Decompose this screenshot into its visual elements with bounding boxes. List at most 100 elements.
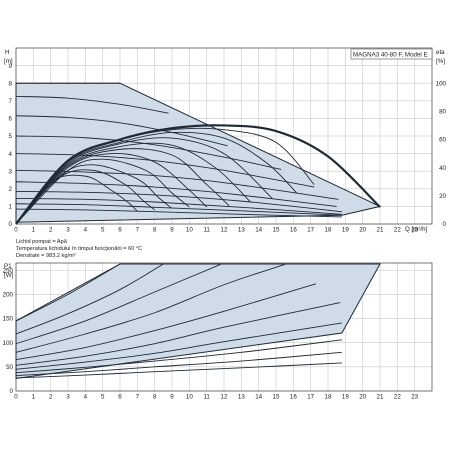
x-tick-label: 10	[186, 394, 193, 401]
power-curve	[15, 283, 316, 361]
x-tick-label: 8	[153, 394, 157, 401]
x-tick-label: 2	[49, 394, 53, 401]
power-curve	[15, 264, 285, 353]
power-curve	[15, 362, 342, 379]
x-tick-label: 12	[221, 394, 228, 401]
head-curve	[15, 135, 282, 170]
efficiency-curve	[15, 169, 155, 225]
head-curve	[15, 203, 342, 216]
efficiency-curve	[15, 131, 298, 225]
y-tick-label: 40	[439, 165, 446, 172]
x-tick-label: 5	[101, 394, 105, 401]
y-tick-label: 3	[9, 168, 13, 175]
x-tick-label: 6	[118, 227, 122, 234]
x-tick-label: 17	[307, 394, 314, 401]
head-axis-unit: [m]	[4, 58, 13, 65]
y-tick-label: 20	[439, 193, 446, 200]
x-tick-label: 16	[290, 227, 297, 234]
x-tick-label: 10	[186, 227, 193, 234]
power-operating-range	[15, 263, 381, 380]
x-tick-label: 23	[411, 394, 418, 401]
head-axis-label: H	[5, 49, 9, 56]
efficiency-curves	[15, 124, 381, 225]
x-tick-label: 15	[273, 394, 280, 401]
efficiency-curve	[15, 174, 138, 225]
flow-tick-labels: 0 1 2 3 4 5 6 7 8 9 10 11 12 13 14 15 16 17 18 19 20 21 22 23	[14, 227, 418, 234]
x-tick-label: 6	[118, 394, 122, 401]
title-box	[350, 48, 433, 60]
power-curves	[15, 263, 342, 379]
power-curve	[15, 263, 164, 335]
efficiency-curve	[15, 127, 315, 225]
x-tick-label: 5	[101, 227, 105, 234]
x-tick-label: 20	[359, 394, 366, 401]
efficiency-curve	[15, 152, 207, 225]
x-tick-label: 21	[377, 394, 384, 401]
efficiency-curve	[15, 148, 230, 225]
fluid-info-line-3: Densitate = 983.2 kg/m³	[16, 253, 76, 259]
x-tick-label: 7	[136, 227, 140, 234]
power-flow-chart: 0 1 2 3 4 5 6 7 8 9 10 11 12 13 14 15 16 17 18 19 20 21 22 23 0…	[3, 262, 433, 401]
head-curve	[15, 153, 315, 188]
y-tick-label: 0	[9, 221, 13, 228]
y-tick-label: 0	[10, 388, 14, 395]
y-tick-label: 4	[9, 151, 13, 158]
head-flow-chart: 0 1 2 3 4 5 6 7 8 9 10 11 12 13 14 15 16 17 18 19 20 21 22 23 0…	[4, 47, 447, 234]
x-tick-label: 3	[66, 227, 70, 234]
x-tick-label: 9	[170, 227, 174, 234]
x-tick-label: 21	[377, 227, 384, 234]
flow-axis-label: Q [m³/h]	[405, 226, 428, 233]
x-tick-label: 7	[136, 394, 140, 401]
y-tick-label: 50	[6, 364, 13, 371]
x-tick-label: 11	[203, 394, 210, 401]
efficiency-curve	[15, 137, 273, 225]
x-tick-label: 20	[359, 227, 366, 234]
head-curve	[15, 95, 169, 114]
power-axis-label: P1	[4, 263, 12, 270]
power-curve	[15, 339, 342, 374]
y-tick-label: 5	[9, 133, 13, 140]
x-tick-label: 14	[255, 394, 262, 401]
x-tick-label: 0	[14, 394, 18, 401]
power-curve	[15, 263, 121, 322]
x-tick-label: 19	[342, 394, 349, 401]
x-tick-label: 18	[325, 227, 332, 234]
efficiency-tick-labels: 0 20 40 60 80 100	[436, 80, 447, 228]
head-curve	[15, 115, 228, 147]
x-tick-label: 1	[32, 227, 36, 234]
y-tick-label: 1	[9, 204, 13, 211]
y-tick-label: 250	[3, 267, 14, 274]
head-operating-range	[15, 82, 382, 223]
x-tick-label: 4	[84, 227, 88, 234]
y-tick-label: 150	[3, 316, 14, 323]
head-curve	[15, 190, 342, 213]
x-tick-label: 13	[238, 394, 245, 401]
x-tick-label: 12	[221, 227, 228, 234]
x-tick-label: 13	[238, 227, 245, 234]
power-axis-unit: [W]	[4, 272, 14, 279]
x-tick-label: 22	[394, 227, 401, 234]
x-tick-label: 4	[84, 394, 88, 401]
x-tick-label: 17	[307, 227, 314, 234]
y-tick-label: 2	[9, 186, 13, 193]
efficiency-curve	[15, 164, 173, 225]
x-tick-label: 15	[273, 227, 280, 234]
head-curves	[15, 82, 342, 218]
y-tick-label: 8	[9, 80, 13, 87]
x-tick-label: 23	[411, 227, 418, 234]
head-tick-labels: 0 1 2 3 4 5 6 7 8 9	[9, 63, 13, 228]
y-tick-label: 100	[436, 80, 447, 87]
x-tick-label: 14	[255, 227, 262, 234]
y-tick-label: 6	[9, 116, 13, 123]
fluid-info-line-1: Lichid pompat = Apă	[16, 239, 68, 245]
x-tick-label: 18	[325, 394, 332, 401]
chart-title: MAGNA3 40-80 F, Model E	[353, 52, 428, 59]
power-curve	[15, 322, 342, 370]
head-curve	[15, 198, 342, 215]
power-curve	[15, 302, 341, 366]
fluid-info-line-2: Temperatura lichidului în timpul funcţio…	[16, 246, 142, 252]
efficiency-axis-unit: [%]	[436, 58, 445, 65]
head-curve	[15, 208, 342, 218]
efficiency-axis-label: eta	[436, 49, 445, 56]
